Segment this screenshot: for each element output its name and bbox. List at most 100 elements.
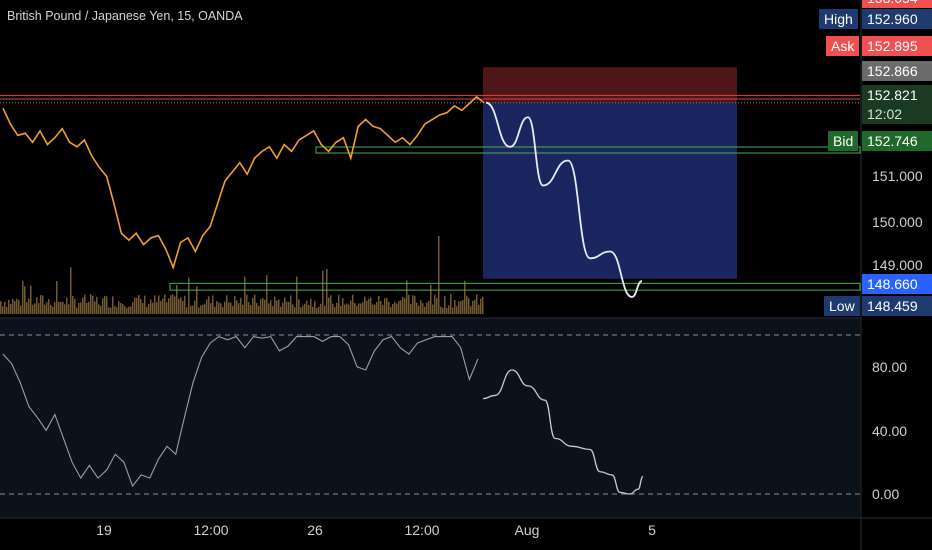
volume-bar xyxy=(328,297,330,314)
volume-bar xyxy=(232,306,234,314)
volume-bar xyxy=(434,294,436,314)
volume-bar xyxy=(384,298,386,314)
volume-bar xyxy=(12,298,14,314)
volume-bar xyxy=(16,298,18,314)
volume-bar xyxy=(316,307,318,314)
volume-bar xyxy=(152,302,154,314)
volume-bar xyxy=(66,297,68,314)
volume-bar xyxy=(308,304,310,314)
price-series-line xyxy=(2,95,485,270)
volume-bar xyxy=(370,297,372,314)
volume-bar xyxy=(168,298,170,314)
volume-bar xyxy=(250,305,252,314)
volume-bar xyxy=(70,267,72,314)
volume-bar xyxy=(38,303,40,314)
volume-bar xyxy=(208,296,210,314)
volume-bar xyxy=(362,302,364,314)
volume-bar xyxy=(54,302,56,314)
volume-bar xyxy=(290,295,292,314)
volume-bar xyxy=(364,296,366,314)
oscillator-background xyxy=(0,318,860,518)
volume-bar xyxy=(334,307,336,314)
volume-bar xyxy=(230,302,232,314)
volume-bar xyxy=(104,295,106,314)
volume-bar xyxy=(200,305,202,314)
volume-bar xyxy=(112,296,114,314)
volume-bar xyxy=(368,298,370,314)
volume-bar xyxy=(446,307,448,314)
volume-bar xyxy=(198,307,200,314)
volume-bar xyxy=(358,303,360,314)
volume-bar xyxy=(276,300,278,314)
volume-bar xyxy=(306,300,308,314)
volume-bar xyxy=(248,302,250,314)
volume-bar xyxy=(404,298,406,314)
volume-bar xyxy=(482,296,484,314)
volume-bar xyxy=(22,280,24,314)
volume-bar xyxy=(246,294,248,314)
volume-bar xyxy=(212,295,214,314)
volume-bar xyxy=(142,302,144,314)
volume-bar xyxy=(264,299,266,314)
volume-bar xyxy=(260,299,262,314)
x-tick-aug: Aug xyxy=(514,522,540,538)
volume-bar xyxy=(422,303,424,314)
volume-bar xyxy=(322,270,324,314)
volume-bar xyxy=(468,298,470,314)
volume-bar xyxy=(294,307,296,314)
volume-bar xyxy=(122,303,124,314)
volume-bar xyxy=(106,296,108,314)
volume-bar xyxy=(188,277,190,314)
volume-bar xyxy=(90,294,92,314)
volume-bar xyxy=(478,304,480,314)
volume-bar xyxy=(242,304,244,314)
volume-bar xyxy=(352,294,354,314)
volume-bar xyxy=(218,302,220,314)
volume-bar xyxy=(394,301,396,314)
volume-bar xyxy=(42,295,44,314)
volume-bar xyxy=(398,301,400,314)
volume-bar xyxy=(110,307,112,314)
osc-tick-40: 40.00 xyxy=(872,423,908,439)
volume-bar xyxy=(312,306,314,314)
x-tick-19: 19 xyxy=(96,522,112,538)
volume-bar xyxy=(330,295,332,314)
volume-bar xyxy=(150,299,152,314)
volume-bar xyxy=(344,304,346,314)
volume-bar xyxy=(50,304,52,314)
volume-bar xyxy=(40,295,42,314)
volume-bar xyxy=(452,307,454,314)
volume-bar xyxy=(262,298,264,314)
osc-tick-80: 80.00 xyxy=(872,359,908,375)
volume-bar xyxy=(420,299,422,314)
volume-bar xyxy=(62,301,64,314)
volume-bar xyxy=(462,300,464,314)
volume-bar xyxy=(340,305,342,314)
volume-bar xyxy=(192,305,194,314)
volume-bar xyxy=(282,302,284,314)
volume-bar xyxy=(48,298,50,314)
volume-bar xyxy=(470,306,472,314)
bid-value-tag: 152.746 xyxy=(862,131,932,151)
volume-bar xyxy=(158,295,160,314)
volume-bar xyxy=(374,304,376,314)
volume-bar xyxy=(78,302,80,314)
volume-bar xyxy=(100,305,102,314)
volume-bar xyxy=(456,306,458,314)
volume-bar xyxy=(350,300,352,314)
low-label-tag: Low xyxy=(824,296,860,316)
volume-bar xyxy=(392,304,394,314)
volume-bar xyxy=(224,301,226,314)
low-value-tag: 148.459 xyxy=(862,296,932,316)
volume-bar xyxy=(120,303,122,314)
volume-bar xyxy=(34,303,36,314)
volume-bar xyxy=(268,303,270,314)
oscillator-projection-path xyxy=(482,369,644,495)
volume-bar xyxy=(44,304,46,314)
volume-bar xyxy=(238,303,240,314)
volume-bar xyxy=(400,300,402,314)
volume-bar xyxy=(172,294,174,314)
volume-bar xyxy=(134,297,136,314)
volume-bar xyxy=(18,300,20,314)
